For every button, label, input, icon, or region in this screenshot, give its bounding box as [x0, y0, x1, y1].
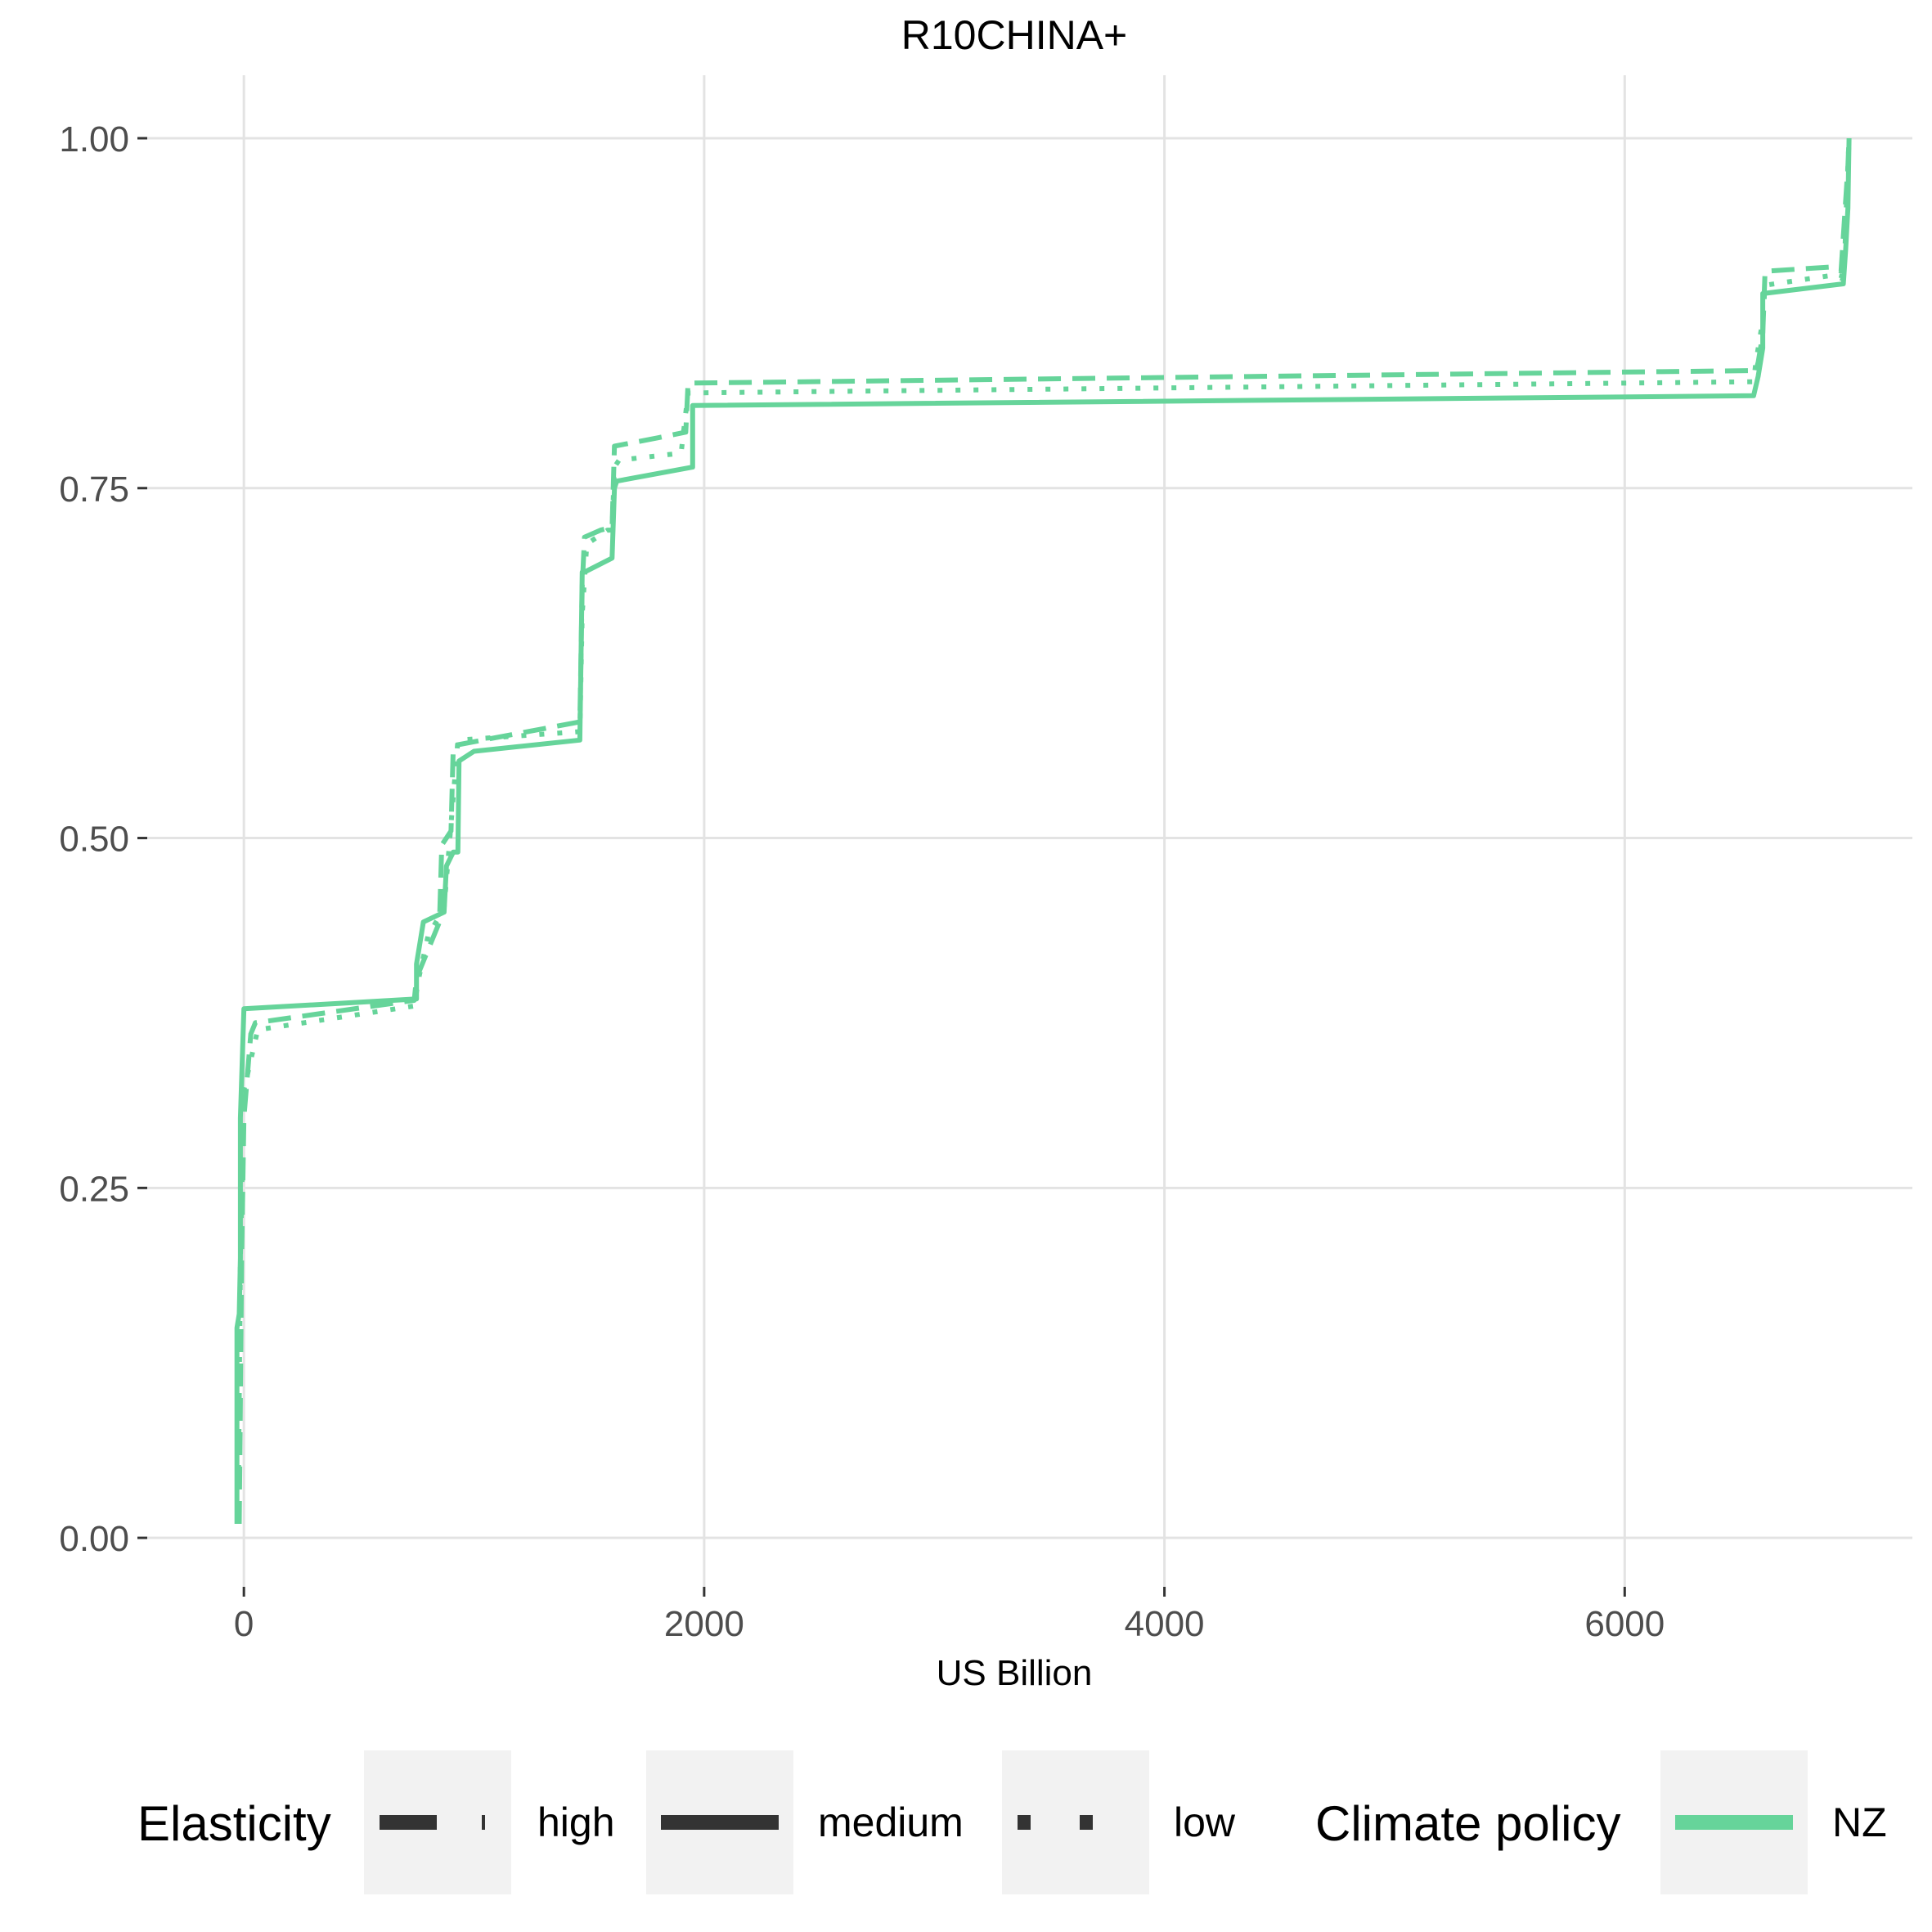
series-line-high [236, 137, 1852, 1525]
legend-label-high: high [537, 1799, 615, 1845]
legend: Elasticity high medium low Climate polic… [137, 1750, 1887, 1894]
legend-title-elasticity: Elasticity [137, 1796, 331, 1851]
y-tick-label: 0.75 [59, 470, 129, 510]
legend-label-medium: medium [818, 1799, 964, 1845]
series-line-medium [234, 137, 1852, 1524]
series-layer [234, 137, 1852, 1525]
y-tick-label: 1.00 [59, 119, 129, 160]
x-tick-label: 0 [234, 1604, 254, 1644]
axes: 0 2000 4000 6000 0.00 0.25 0.50 0.75 1.00 [59, 119, 1665, 1644]
gridlines [147, 75, 1912, 1587]
legend-label-nz: NZ [1832, 1799, 1887, 1845]
x-tick-label: 2000 [664, 1604, 744, 1644]
legend-title-climate-policy: Climate policy [1315, 1796, 1620, 1851]
series-line-low [236, 137, 1852, 1525]
y-tick-label: 0.50 [59, 820, 129, 860]
y-tick-label: 0.25 [59, 1169, 129, 1209]
x-axis-title: US Billion [937, 1653, 1093, 1693]
x-tick-label: 6000 [1584, 1604, 1665, 1644]
y-tick-label: 0.00 [59, 1519, 129, 1559]
x-tick-label: 4000 [1125, 1604, 1205, 1644]
chart-title: R10CHINA+ [901, 12, 1128, 58]
legend-label-low: low [1174, 1799, 1236, 1845]
